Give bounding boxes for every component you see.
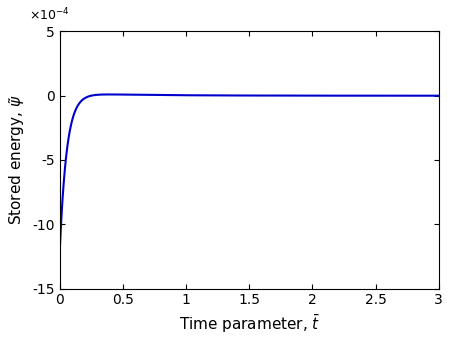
X-axis label: Time parameter, $\bar{t}$: Time parameter, $\bar{t}$ xyxy=(179,313,320,335)
Y-axis label: Stored energy, $\tilde{\psi}$: Stored energy, $\tilde{\psi}$ xyxy=(7,95,27,225)
Text: $\times 10^{-4}$: $\times 10^{-4}$ xyxy=(29,7,70,24)
